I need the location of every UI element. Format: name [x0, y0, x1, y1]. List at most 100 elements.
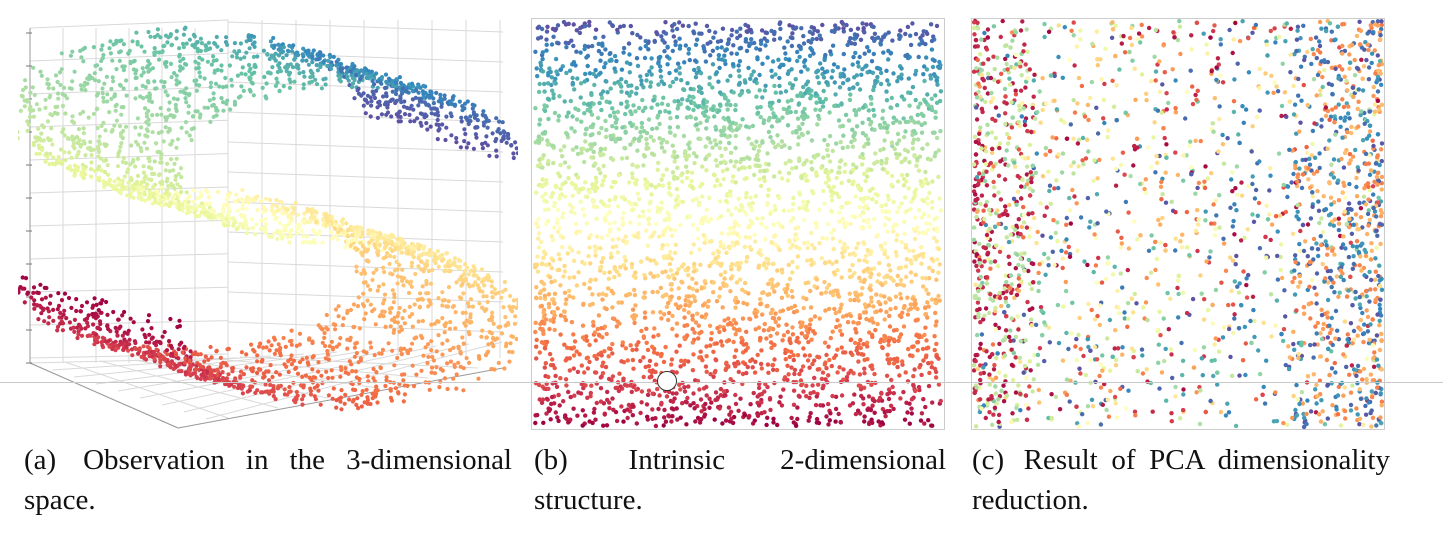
data-point: [110, 343, 116, 348]
data-point: [694, 288, 700, 293]
data-point: [496, 360, 501, 366]
data-point: [308, 240, 313, 245]
data-point: [118, 83, 123, 88]
data-point: [25, 128, 30, 133]
data-point: [368, 302, 373, 307]
data-point: [840, 81, 846, 86]
data-point: [466, 301, 471, 306]
data-point: [452, 256, 457, 261]
data-point: [928, 221, 933, 227]
data-point: [411, 107, 416, 112]
data-point: [162, 357, 167, 362]
data-point: [220, 370, 225, 375]
data-point: [564, 383, 569, 388]
data-point: [865, 174, 870, 179]
data-point: [360, 230, 365, 235]
data-point: [286, 358, 291, 364]
data-point: [176, 172, 181, 177]
data-point: [687, 94, 692, 99]
data-point: [887, 313, 892, 319]
data-point: [401, 244, 406, 249]
data-point: [873, 327, 878, 333]
data-point: [687, 146, 692, 151]
data-point: [799, 69, 804, 74]
data-point: [923, 404, 928, 410]
grid-line: [205, 341, 503, 420]
data-point: [824, 285, 830, 291]
data-point: [393, 242, 399, 247]
data-point: [634, 125, 639, 131]
data-point: [752, 172, 757, 178]
data-point: [343, 366, 348, 371]
data-point: [553, 56, 559, 62]
data-point: [582, 79, 587, 84]
data-point: [243, 223, 248, 228]
data-point: [745, 254, 750, 260]
data-point: [556, 118, 561, 123]
data-point: [696, 203, 702, 208]
data-point: [649, 151, 655, 156]
data-point: [114, 67, 119, 72]
data-point: [117, 180, 122, 185]
data-point: [419, 368, 424, 373]
data-point: [938, 208, 943, 213]
data-point: [442, 93, 447, 98]
data-point: [508, 293, 513, 299]
data-point: [238, 41, 243, 46]
data-point: [489, 366, 494, 372]
data-point: [131, 157, 136, 163]
data-point: [493, 337, 498, 342]
data-point: [287, 339, 293, 344]
data-point: [31, 285, 37, 290]
data-point: [400, 86, 405, 91]
data-point: [255, 54, 260, 59]
data-point: [903, 129, 908, 134]
data-point: [126, 167, 131, 172]
data-point: [263, 382, 268, 387]
data-point: [166, 107, 171, 112]
data-point: [309, 79, 314, 84]
data-point: [385, 251, 390, 256]
data-point: [389, 232, 394, 237]
data-point: [294, 365, 299, 370]
data-point: [276, 42, 281, 47]
data-point: [134, 30, 139, 35]
data-point: [436, 319, 441, 324]
data-point: [821, 188, 826, 194]
data-point: [448, 100, 453, 105]
data-point: [651, 138, 656, 143]
data-point: [410, 363, 415, 368]
data-point: [140, 83, 145, 88]
data-point: [555, 207, 561, 213]
data-point: [820, 370, 826, 375]
data-point: [79, 55, 84, 60]
data-point: [838, 159, 843, 164]
data-point: [330, 375, 335, 380]
data-point: [429, 322, 434, 327]
data-point: [310, 207, 315, 212]
data-point: [359, 250, 364, 255]
data-point: [152, 191, 157, 196]
data-point: [927, 276, 932, 281]
data-point: [275, 208, 281, 213]
data-point: [274, 197, 279, 203]
data-point: [91, 314, 96, 319]
data-point: [279, 200, 284, 205]
data-point: [908, 207, 913, 212]
data-point: [579, 381, 584, 387]
data-point: [392, 254, 397, 260]
data-point: [89, 174, 94, 179]
data-point: [284, 69, 289, 74]
data-point: [373, 322, 378, 327]
data-point: [185, 210, 191, 215]
data-point: [929, 38, 935, 44]
data-point: [854, 73, 860, 78]
data-point: [384, 91, 389, 96]
data-point: [595, 326, 600, 332]
data-point: [103, 339, 108, 344]
data-point: [284, 53, 289, 58]
data-point: [426, 304, 431, 309]
data-point: [462, 269, 467, 274]
data-point: [314, 210, 319, 215]
data-point: [352, 354, 357, 359]
